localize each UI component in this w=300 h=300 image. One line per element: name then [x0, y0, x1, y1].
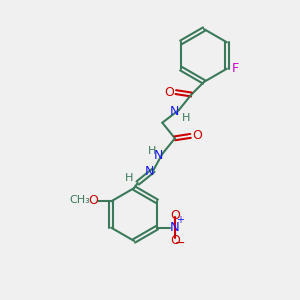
Text: N: N: [145, 165, 154, 178]
Text: O: O: [88, 194, 98, 207]
Text: N: N: [169, 105, 179, 118]
Text: +: +: [176, 215, 184, 225]
Text: −: −: [175, 237, 186, 250]
Text: O: O: [170, 208, 180, 222]
Text: CH₃: CH₃: [69, 195, 90, 206]
Text: H: H: [148, 146, 156, 156]
Text: O: O: [170, 234, 180, 247]
Text: H: H: [182, 112, 190, 123]
Text: N: N: [170, 220, 180, 234]
Text: N: N: [154, 148, 163, 162]
Text: H: H: [125, 172, 134, 183]
Text: O: O: [164, 85, 174, 99]
Text: F: F: [232, 62, 239, 75]
Text: O: O: [192, 129, 202, 142]
